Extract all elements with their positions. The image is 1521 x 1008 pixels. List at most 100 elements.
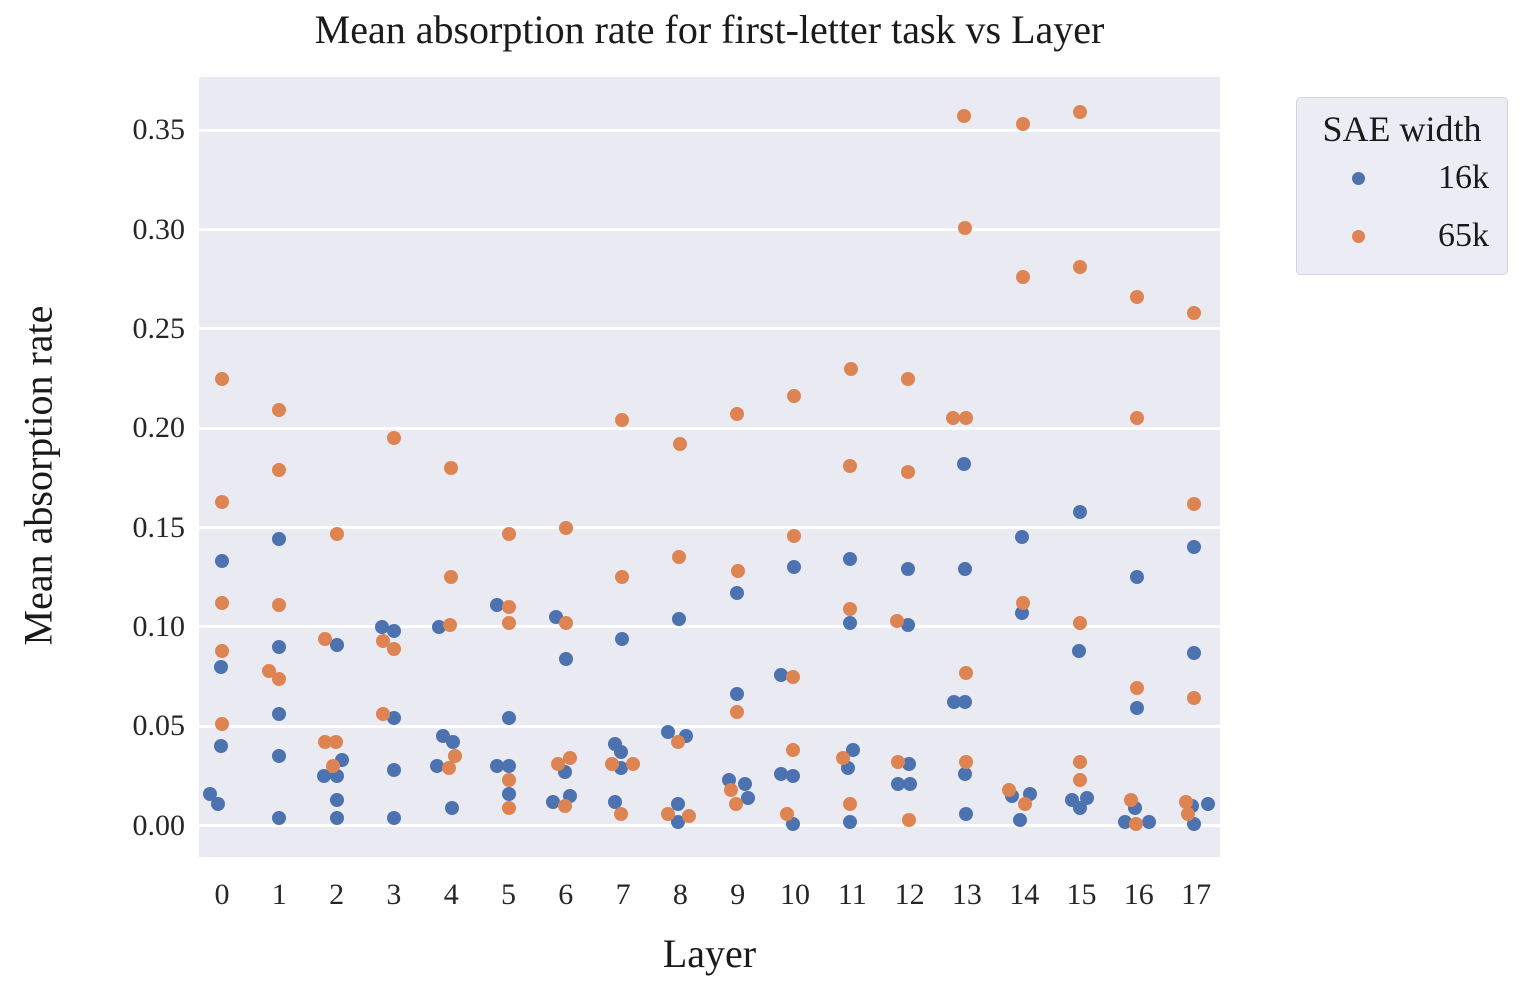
legend-title: SAE width [1322,109,1482,149]
data-point-16k [215,554,229,569]
data-point-65k [1018,796,1033,811]
data-point-65k [1179,794,1194,809]
x-tick-label: 13 [951,878,982,911]
data-point-65k [787,528,801,543]
legend-entry-label: 65k [1438,217,1489,254]
data-point-16k [900,562,915,577]
data-point-65k [786,743,800,758]
data-point-65k [501,600,516,614]
data-point-16k [902,776,917,791]
data-point-65k [328,735,343,750]
data-point-16k [386,762,401,777]
data-point-65k [1072,260,1087,275]
y-tick-label: 0.15 [132,510,186,544]
data-point-16k [445,800,460,815]
data-point-16k [958,806,973,821]
y-tick-label: 0.25 [132,311,186,345]
data-point-65k [1072,105,1087,120]
data-point-65k [1123,792,1138,807]
y-tick-label: 0.10 [132,609,186,643]
data-point-16k [501,711,516,726]
data-point-65k [682,808,697,823]
data-point-16k [386,810,401,825]
blue-dot-icon [1352,172,1365,185]
data-point-16k [558,651,573,666]
data-point-65k [272,671,287,686]
data-point-65k [317,735,332,750]
x-tick-label: 15 [1066,878,1097,911]
data-point-16k [329,637,344,652]
x-tick-label: 12 [894,878,925,911]
data-point-16k [374,619,389,634]
data-point-65k [501,526,516,541]
data-point-16k [957,695,972,710]
data-point-16k [671,814,686,829]
x-tick-label: 16 [1123,878,1154,911]
data-point-16k [671,796,686,811]
data-point-65k [501,615,516,630]
data-point-65k [444,460,459,475]
data-point-65k [787,389,801,404]
x-tick-label: 2 [329,878,345,911]
data-point-65k [945,411,960,426]
data-point-16k [489,598,504,613]
data-point-65k [215,717,229,732]
data-point-65k [780,806,794,821]
y-tick-label: 0.35 [132,113,186,147]
data-point-65k [272,462,287,477]
gridline [199,625,1220,629]
data-point-16k [843,552,858,567]
data-point-16k [615,631,630,646]
data-point-16k [272,707,287,722]
data-point-16k [501,786,516,801]
data-point-65k [448,748,463,763]
data-point-65k [626,756,641,771]
data-point-16k [386,623,401,638]
data-point-65k [844,361,859,376]
data-point-65k [672,550,687,565]
data-point-65k [272,403,287,418]
data-point-16k [729,687,744,702]
data-point-65k [957,220,972,235]
data-point-65k [901,812,916,827]
data-point-16k [1201,796,1216,811]
data-point-16k [661,725,676,740]
data-point-65k [958,754,973,769]
data-point-65k [443,617,458,632]
data-point-16k [957,562,972,577]
data-point-65k [1129,681,1144,696]
data-point-65k [1072,772,1087,787]
data-point-16k [901,756,916,771]
data-point-16k [211,796,225,811]
data-point-16k [1015,530,1030,545]
data-point-65k [562,750,577,765]
data-point-16k [890,776,905,791]
data-point-65k [728,796,743,811]
data-point-16k [545,794,560,809]
data-point-65k [1187,496,1202,511]
data-point-16k [957,766,972,781]
data-point-16k [843,814,858,829]
data-point-16k [1129,701,1144,716]
data-point-16k [1187,540,1202,555]
data-point-65k [956,109,971,124]
x-tick-label: 4 [443,878,459,911]
data-point-16k [272,639,287,654]
data-point-16k [1013,812,1028,827]
plot-area [199,77,1220,857]
data-point-16k [214,659,228,674]
data-point-65k [1002,782,1017,797]
data-point-16k [774,766,788,781]
data-point-65k [550,756,565,771]
data-point-65k [1016,270,1031,285]
data-point-16k [214,739,228,754]
data-point-65k [1128,816,1143,831]
x-tick-label: 8 [672,878,688,911]
data-point-65k [558,520,573,535]
data-point-16k [786,768,800,783]
data-point-65k [215,643,229,658]
y-tick-label: 0.20 [132,411,186,445]
data-point-65k [557,798,572,813]
data-point-16k [956,456,971,471]
